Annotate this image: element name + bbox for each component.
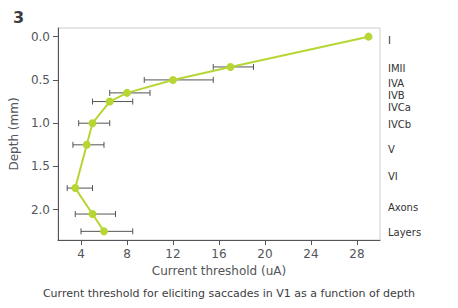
svg-text:24: 24 [303, 247, 318, 261]
svg-text:IVCa: IVCa [388, 102, 411, 113]
svg-text:V: V [388, 144, 395, 155]
svg-text:I: I [388, 35, 391, 46]
svg-text:IMII: IMII [388, 63, 405, 74]
svg-text:4: 4 [77, 247, 85, 261]
svg-text:Current threshold for elicitin: Current threshold for eliciting saccades… [43, 287, 415, 300]
svg-text:0.0: 0.0 [31, 30, 50, 44]
svg-text:1.0: 1.0 [31, 116, 50, 130]
svg-text:1.5: 1.5 [31, 159, 50, 173]
svg-text:0.5: 0.5 [31, 73, 50, 87]
svg-text:16: 16 [211, 247, 226, 261]
svg-text:12: 12 [165, 247, 180, 261]
svg-text:Layers: Layers [388, 227, 421, 238]
svg-text:28: 28 [349, 247, 364, 261]
svg-text:8: 8 [123, 247, 131, 261]
svg-text:3: 3 [13, 8, 24, 27]
svg-text:20: 20 [257, 247, 272, 261]
svg-text:Current threshold (uA): Current threshold (uA) [152, 264, 286, 278]
svg-text:Depth (mm): Depth (mm) [7, 97, 21, 170]
svg-text:Axons: Axons [388, 202, 418, 213]
svg-text:IVCb: IVCb [388, 119, 411, 130]
svg-text:2.0: 2.0 [31, 203, 50, 217]
svg-text:VI: VI [388, 171, 398, 182]
svg-text:IVB: IVB [388, 90, 405, 101]
svg-text:IVA: IVA [388, 78, 404, 89]
